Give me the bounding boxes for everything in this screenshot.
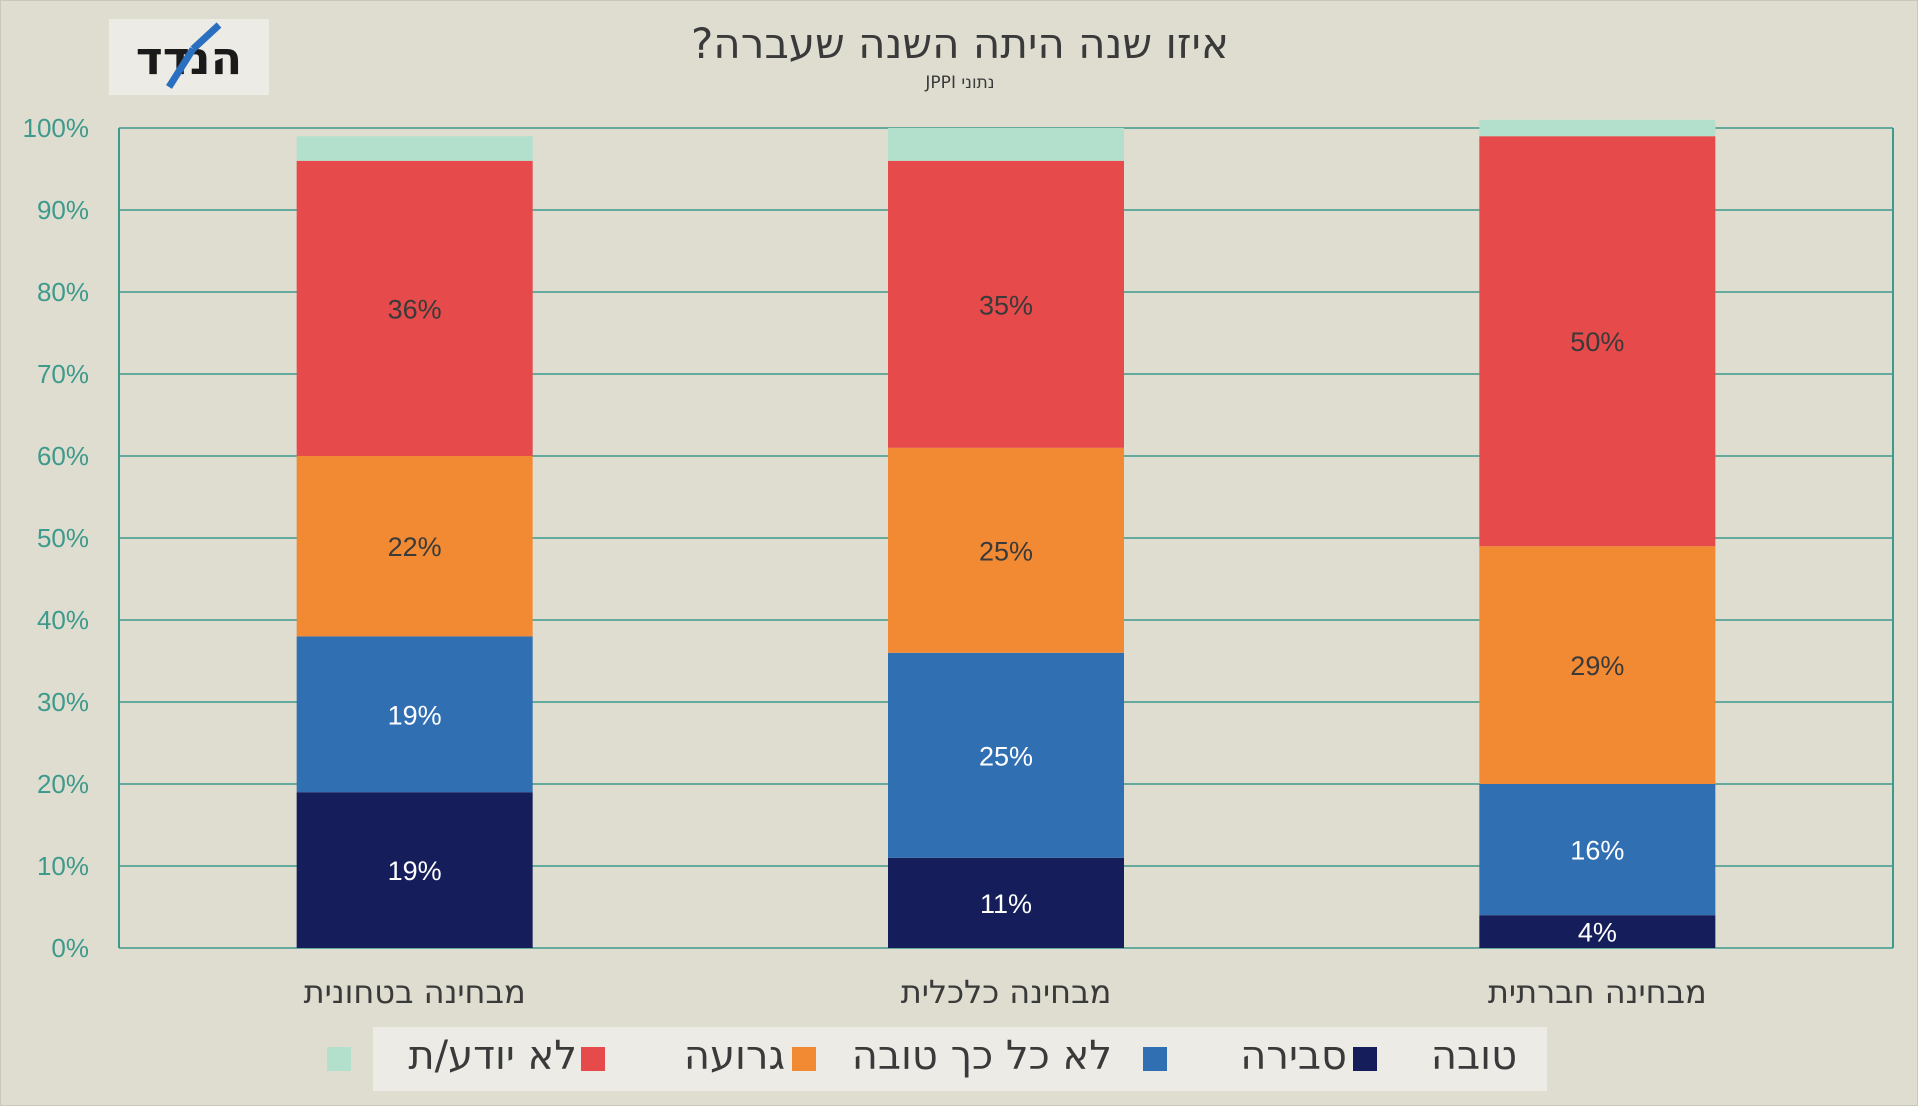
y-tick-label: 10%: [37, 851, 89, 881]
category-label: מבחינה בטחונית: [304, 973, 526, 1011]
bar-segment: [888, 857, 1124, 948]
legend-item: גרועה: [581, 1027, 785, 1091]
legend-item: לא כל כך טובה: [792, 1027, 1112, 1091]
data-label: 36%: [388, 294, 442, 324]
y-tick-label: 30%: [37, 687, 89, 717]
legend-item: טובה: [1353, 1027, 1517, 1091]
data-label: 35%: [979, 290, 1033, 320]
stacked-bar-chart: 0% 10% 20% 30% 40% 50% 60% 70% 80% 90% 100% 19% 19% 2…: [23, 113, 1894, 1011]
legend-item: לא יודע/ת: [327, 1027, 577, 1091]
legend-label: לא כל כך טובה: [851, 1033, 1112, 1079]
hamaded-logo-icon: הנדד: [136, 22, 242, 89]
bar-segment: [1479, 546, 1716, 784]
y-tick-label: 20%: [37, 769, 89, 799]
y-tick-label: 40%: [37, 605, 89, 635]
data-label: 19%: [388, 856, 442, 886]
bar-segment: [1479, 915, 1716, 948]
data-label: 22%: [388, 532, 442, 562]
legend-label: גרועה: [683, 1033, 785, 1079]
category-label: מבחינה כלכלית: [901, 973, 1112, 1011]
y-tick-label: 70%: [37, 359, 89, 389]
legend-swatch: [792, 1047, 816, 1071]
legend-label: לא יודע/ת: [408, 1033, 577, 1079]
legend-swatch: [1143, 1047, 1167, 1071]
y-tick-label: 100%: [23, 113, 90, 143]
bar-segment: [1479, 119, 1716, 137]
bar-segment: [1479, 784, 1716, 916]
bar-segment: [296, 136, 533, 161]
bar-segment: [296, 792, 533, 948]
y-tick-label: 0%: [51, 933, 89, 963]
bar-segment: [296, 456, 533, 637]
bar-segment: [888, 160, 1124, 448]
logo: הנדד: [109, 19, 269, 95]
bar-segment: [888, 652, 1124, 858]
legend-swatch: [327, 1047, 351, 1071]
y-tick-label: 90%: [37, 195, 89, 225]
data-label: 29%: [1570, 651, 1624, 681]
chart-title: איזו שנה היתה השנה שעברה?: [691, 19, 1229, 68]
bar-segment: [296, 160, 533, 457]
legend-label: סבירה: [1240, 1033, 1347, 1079]
legend-swatch: [581, 1047, 605, 1071]
data-label: 25%: [979, 536, 1033, 566]
y-tick-label: 60%: [37, 441, 89, 471]
data-label: 50%: [1570, 327, 1624, 357]
bar-segment: [1479, 136, 1716, 547]
legend-label: טובה: [1430, 1033, 1517, 1079]
category-label: מבחינה חברתית: [1488, 973, 1707, 1011]
bar-segment: [296, 636, 533, 793]
data-label: 11%: [980, 889, 1032, 919]
legend-item: סבירה: [1143, 1027, 1347, 1091]
y-tick-label: 50%: [37, 523, 89, 553]
data-label: 19%: [388, 700, 442, 730]
bar-segment: [888, 447, 1124, 653]
data-label: 16%: [1570, 836, 1624, 866]
legend: טובה סבירה לא כל כך טובה גרועה לא יודע/ת: [327, 1027, 1547, 1091]
data-label: 4%: [1578, 918, 1617, 948]
chart-subtitle: נתוני JPPI: [925, 73, 995, 93]
data-label: 25%: [979, 741, 1033, 771]
y-tick-label: 80%: [37, 277, 89, 307]
legend-swatch: [1353, 1047, 1377, 1071]
bar-segment: [888, 128, 1124, 161]
